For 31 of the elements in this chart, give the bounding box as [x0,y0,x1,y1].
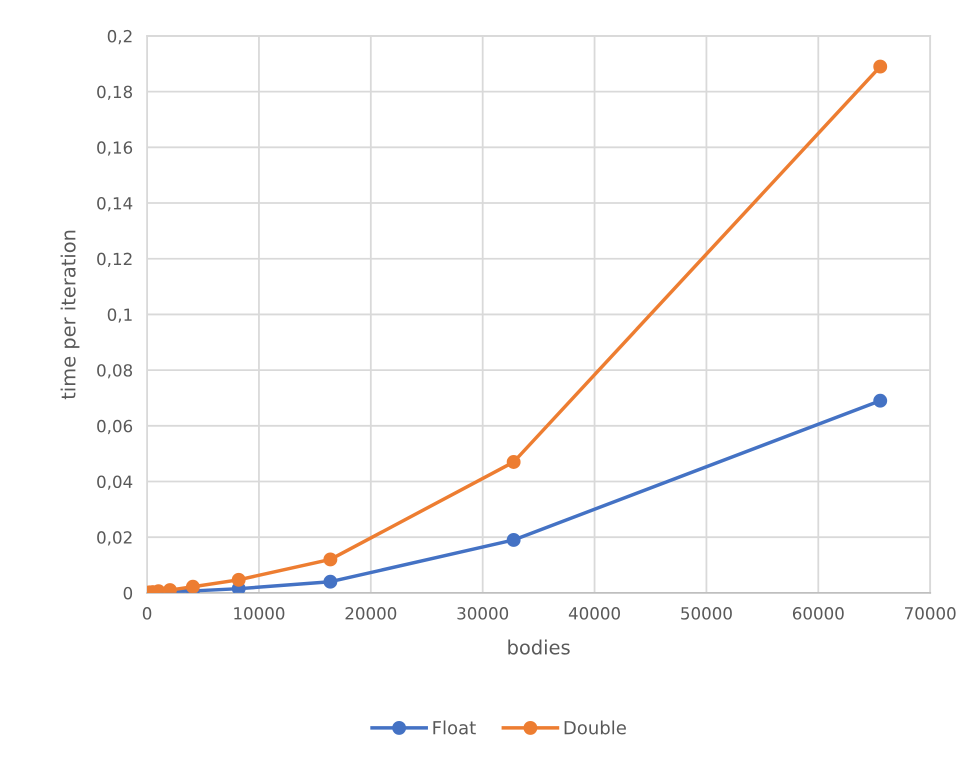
x-tick-label: 60000 [792,607,844,620]
point [232,572,246,587]
y-tick-label: 0,1 [108,308,132,323]
y-tick-label: 0,2 [108,30,132,44]
x-tick-label: 30000 [457,607,508,620]
y-tick-label: 0,18 [97,86,132,100]
legend-label: Double [564,720,626,734]
point [506,455,521,469]
y-axis-title: time per iteration [60,230,80,400]
point [186,580,200,593]
point [323,552,338,566]
point [506,533,521,547]
point [873,394,888,408]
y-tick-label: 0,02 [97,531,132,546]
y-tick-label: 0 [124,586,132,600]
y-tick-label: 0,08 [97,364,132,378]
x-tick-label: 20000 [346,607,396,620]
x-tick-label: 0 [142,607,152,620]
x-axis-title: bodies [508,640,570,655]
legend-label: Float [433,720,476,734]
y-tick-label: 0,06 [97,420,132,434]
point [323,574,338,589]
x-tick-label: 40000 [568,607,620,620]
x-tick-label: 70000 [905,607,956,620]
y-tick-label: 0,14 [97,196,132,212]
x-tick-label: 50000 [681,607,732,620]
y-tick-label: 0,12 [97,252,132,267]
x-tick-label: 10000 [234,607,284,620]
y-tick-label: 0,04 [97,475,132,490]
y-tick-label: 0,16 [97,141,132,156]
point [873,60,888,74]
